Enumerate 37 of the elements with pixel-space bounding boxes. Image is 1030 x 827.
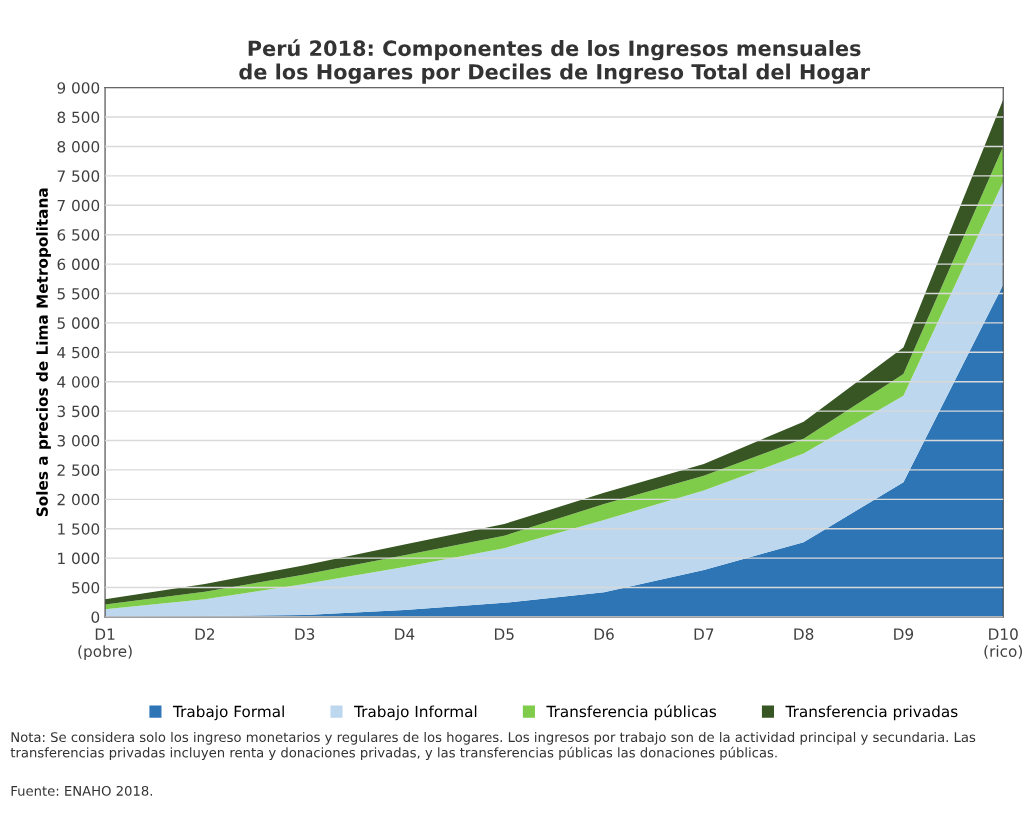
chart-title: Perú 2018: Componentes de los Ingresos mensuales de los Hogares por Deciles de Ingreso Total del Hogar [239, 39, 870, 84]
y-tick-label: 0 [91, 611, 100, 623]
y-tick-label: 6 000 [57, 258, 100, 271]
text: Nota: Se considera solo los ingreso monetarios y regulares de los hogares. Los ingresos por trabajo son de la actividad principal y secundaria. Las transferencias privadas incluyen renta y donaciones privadas, y las transferencias públicas las donaciones públicas. [10, 731, 976, 761]
y-tick-label: 5 000 [57, 317, 100, 329]
y-tick-label: 500 [72, 582, 100, 594]
x-tick-label: D6 [594, 628, 614, 640]
y-tick-label: 6 500 [57, 229, 100, 241]
y-tick-label: 3 500 [57, 405, 100, 418]
y-tick-label: 4 000 [57, 376, 100, 388]
y-tick-label: 9 000 [57, 82, 100, 94]
x-tick-label: D4 [395, 628, 415, 640]
legend-label: Transferencia privadas [785, 705, 958, 721]
x-tick-label: D8 [794, 628, 814, 640]
x-tick-label: D10 (rico) [984, 628, 1022, 659]
source-note: Fuente: ENAHO 2018. [11, 785, 153, 796]
y-tick-label: 2 000 [57, 493, 100, 506]
y-tick-label: 4 500 [57, 346, 100, 359]
x-tick-label: D1 (pobre) [78, 628, 132, 660]
x-tick-label: D9 [894, 628, 914, 640]
legend-label: Transferencia públicas [546, 704, 717, 721]
y-tick-label: 2 500 [57, 464, 100, 476]
y-tick-label: 8 500 [57, 111, 100, 124]
y-tick-label: 5 500 [57, 287, 100, 300]
y-tick-label: 1 000 [58, 552, 100, 565]
y-tick-label: 3 000 [57, 434, 100, 447]
y-tick-label: 1 500 [58, 523, 100, 535]
x-tick-label: D3 [295, 628, 315, 640]
y-tick-label: 7 500 [57, 170, 100, 182]
y-tick-label: 7 000 [57, 199, 100, 212]
y-axis-title: Soles a precios de Lima Metropolitana [36, 188, 51, 517]
legend-label: Trabajo Formal [172, 705, 284, 721]
x-tick-label: D7 [694, 628, 714, 640]
x-tick-label: D5 [495, 628, 514, 640]
x-tick-label: D2 [195, 628, 215, 640]
y-tick-label: 8 000 [57, 140, 100, 153]
legend-label: Trabajo Informal [354, 705, 477, 721]
